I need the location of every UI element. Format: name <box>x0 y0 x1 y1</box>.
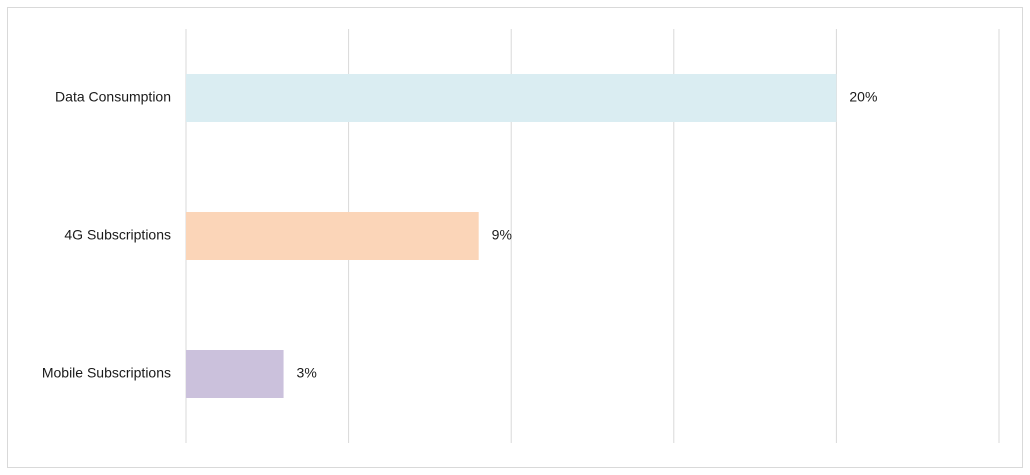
value-label: 3% <box>297 365 317 381</box>
bar <box>186 74 837 122</box>
value-label: 20% <box>849 89 877 105</box>
y-tick-label: Data Consumption <box>55 89 171 105</box>
y-tick-label: 4G Subscriptions <box>64 227 171 243</box>
bar <box>186 212 479 260</box>
value-label: 9% <box>492 227 512 243</box>
y-tick-label: Mobile Subscriptions <box>42 365 171 381</box>
bar <box>186 350 284 398</box>
